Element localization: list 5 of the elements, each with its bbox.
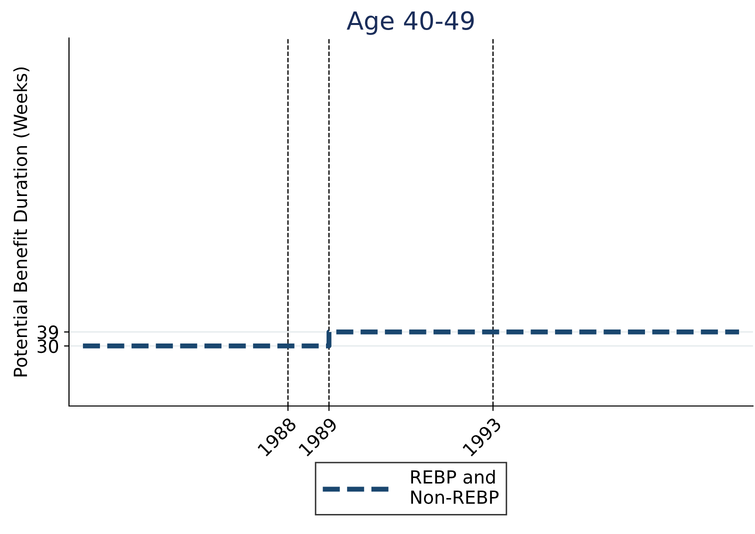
y-axis-title: Potential Benefit Duration (Weeks) (13, 67, 30, 376)
y-tick-label: 39 (38, 325, 58, 340)
y-tick-label: 30 (38, 339, 58, 354)
chart-title: Age 40-49 (346, 11, 474, 35)
legend-label: REBP and Non-REBP (411, 470, 499, 504)
